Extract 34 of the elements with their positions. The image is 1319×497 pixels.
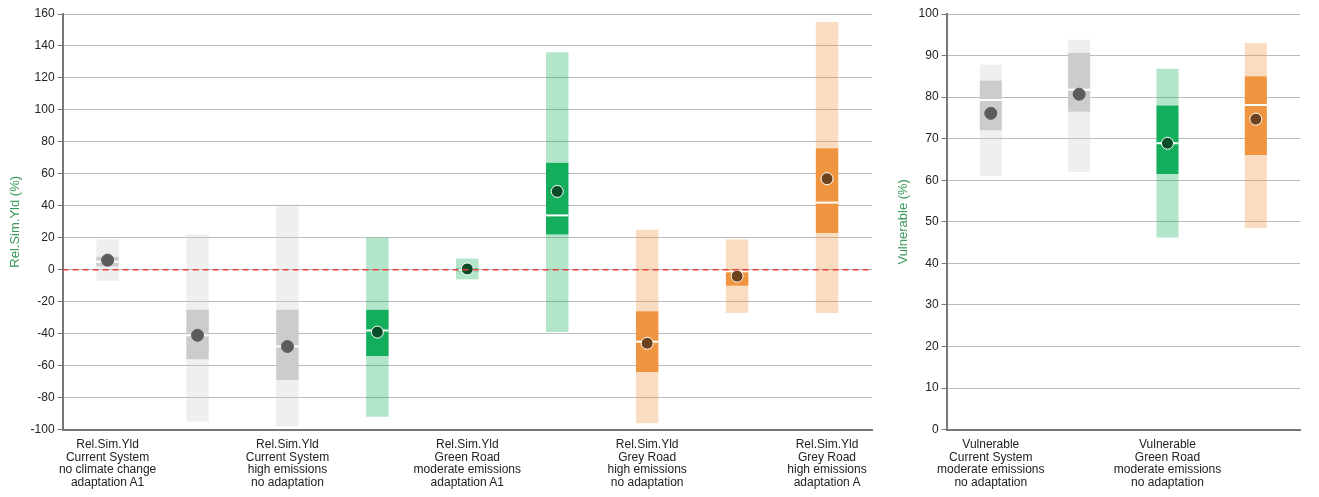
y-tick-label: -60 <box>37 357 55 372</box>
x-tick-label: Rel.Sim.Yld Grey Road high emissions no adaptation <box>607 437 687 490</box>
y-tick-label: 160 <box>34 6 55 21</box>
y-tick-label: 100 <box>34 102 55 117</box>
x-tick-label: Rel.Sim.Yld Current System high emissions no adaptation <box>245 437 330 490</box>
y-tick-label: -80 <box>37 389 55 404</box>
y-axis-title: Rel.Sim.Yld (%) <box>7 175 23 268</box>
y-tick-label: 50 <box>925 214 939 229</box>
y-tick-label: 20 <box>41 230 55 245</box>
y-tick-label: 20 <box>925 338 939 353</box>
y-tick-label: 120 <box>34 70 55 85</box>
y-tick-label: 70 <box>925 130 939 145</box>
y-tick-label: 100 <box>918 6 939 21</box>
y-tick-label: 30 <box>925 297 939 312</box>
y-tick-label: -40 <box>37 326 55 340</box>
y-tick-label: 90 <box>925 47 939 62</box>
y-axis-title: Vulnerable (%) <box>895 179 911 265</box>
y-tick-label: 0 <box>47 262 55 277</box>
y-tick-label: 140 <box>34 38 55 53</box>
y-tick-label: 40 <box>41 198 55 213</box>
y-tick-label: -100 <box>30 421 55 436</box>
x-tick-label: Rel.Sim.Yld Grey Road high emissions adaptation A <box>787 437 867 490</box>
x-tick-label: Vulnerable Current System moderate emissions no adaptation <box>937 437 1045 490</box>
x-tick-label: Rel.Sim.Yld Current System no climate change adaptation A1 <box>58 437 157 490</box>
x-tick-label: Rel.Sim.Yld Green Road moderate emissions adaptation A1 <box>413 437 521 490</box>
y-tick-label: 80 <box>925 89 939 104</box>
y-tick-label: 0 <box>931 421 939 436</box>
y-tick-label: -20 <box>37 294 55 309</box>
y-tick-label: 60 <box>925 172 939 187</box>
y-tick-label: 10 <box>925 380 939 395</box>
y-tick-label: 60 <box>41 166 55 181</box>
y-tick-label: 80 <box>41 134 55 149</box>
y-tick-label: 40 <box>925 255 939 270</box>
x-tick-label: Vulnerable Green Road moderate emissions no adaptation <box>1113 437 1222 490</box>
